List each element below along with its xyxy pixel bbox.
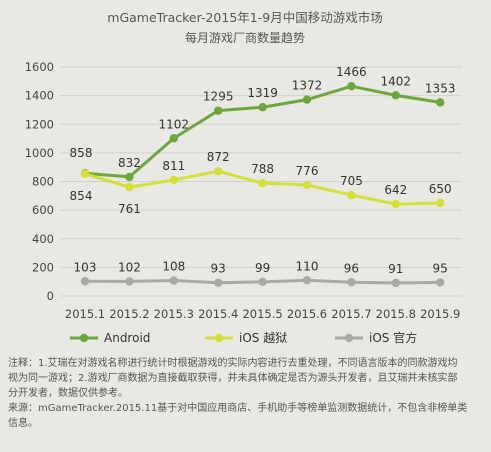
data-label-1-8: 650 [429,182,452,196]
data-point-0-8 [436,98,445,107]
data-point-2-8 [436,278,445,287]
y-tick-label-1600: 1600 [25,60,54,74]
note-line-3: 分开发者，数据仅供参考。 [8,388,128,399]
data-label-2-7: 91 [388,262,403,276]
data-label-0-4: 1319 [247,86,278,100]
data-label-0-0: 858 [70,146,93,160]
x-tick-label-2015.7: 2015.7 [331,307,371,321]
data-label-1-6: 705 [340,174,363,188]
data-point-1-5 [302,180,312,190]
data-point-1-8 [436,198,445,208]
source-line-1: 来源：mGameTracker.2015.11基于对中国应用商店、手机助手等榜单… [8,403,468,414]
notes-block: 注释：1.艾瑞在对游戏名称进行统计时根据游戏的实际内容进行去重处理，不同语言版本… [8,356,484,431]
y-tick-label-0: 0 [47,289,54,303]
data-label-2-8: 95 [433,261,448,275]
x-tick-label-2015.5: 2015.5 [242,307,282,321]
data-point-1-2 [169,175,178,185]
data-point-0-2 [169,134,178,143]
data-point-2-2 [169,276,178,285]
y-tick-label-1200: 1200 [25,117,54,131]
chart-title: mGameTracker-2015年1-9月中国移动游戏市场 [107,10,382,25]
source-line-2: 信息。 [8,418,38,429]
data-label-1-1: 761 [118,202,141,216]
data-label-0-1: 832 [118,156,141,170]
data-label-1-0: 854 [70,189,93,203]
data-point-1-4 [258,179,267,188]
x-tick-label-2015.8: 2015.8 [376,307,416,321]
data-label-1-7: 642 [384,183,407,197]
chart-subtitle: 每月游戏厂商数量趋势 [185,30,305,45]
data-label-0-7: 1402 [381,74,412,88]
note-line-1: 注释：1.艾瑞在对游戏名称进行统计时根据游戏的实际内容进行去重处理，不同语言版本… [8,358,458,369]
note-line-2: 视为同一游戏；2.游戏厂商数据为直接截取获得，并未具体确定是否为源头开发者，且艾… [8,373,458,384]
y-tick-label-200: 200 [32,260,54,274]
data-label-1-2: 811 [162,159,185,173]
data-point-2-5 [302,276,312,285]
legend-marker-2 [344,333,354,343]
data-point-2-1 [125,277,134,286]
legend-marker-0 [79,333,89,343]
data-point-1-1 [125,182,134,192]
data-point-2-3 [214,278,223,287]
data-point-1-3 [214,166,223,176]
data-point-0-6 [347,81,356,91]
y-tick-label-1400: 1400 [25,89,54,103]
data-label-1-4: 788 [251,162,274,176]
legend-label-1: iOS 越狱 [239,331,287,345]
data-point-0-4 [258,103,267,112]
data-point-1-6 [347,190,356,200]
data-label-2-3: 93 [211,262,226,276]
data-point-2-7 [391,278,400,288]
y-tick-label-1000: 1000 [25,146,54,160]
data-label-2-5: 110 [296,259,319,273]
y-tick-label-800: 800 [32,175,54,189]
data-label-1-3: 872 [207,150,230,164]
data-point-0-3 [214,106,223,115]
x-tick-label-2015.3: 2015.3 [154,307,194,321]
legend-label-2: iOS 官方 [369,330,417,345]
legend-label-0: Android [104,331,150,345]
data-point-0-1 [125,172,134,182]
y-tick-label-400: 400 [32,232,54,246]
data-label-0-2: 1102 [159,117,190,131]
data-point-2-0 [80,277,90,286]
data-point-0-5 [302,95,312,104]
x-tick-label-2015.2: 2015.2 [109,307,149,321]
data-point-2-6 [347,278,356,287]
data-point-0-7 [391,91,400,100]
x-tick-label-2015.1: 2015.1 [65,307,105,321]
x-tick-label-2015.4: 2015.4 [198,307,238,321]
data-label-2-2: 108 [162,260,185,274]
data-point-1-7 [391,199,400,209]
data-label-2-1: 102 [118,260,141,274]
line-chart: mGameTracker-2015年1-9月中国移动游戏市场每月游戏厂商数量趋势… [25,10,462,345]
data-point-2-4 [258,277,267,287]
data-label-0-3: 1295 [203,90,234,104]
data-label-0-8: 1353 [425,81,456,95]
data-point-1-0 [80,169,90,178]
legend-marker-1 [214,333,224,343]
data-label-2-6: 96 [344,261,359,275]
data-label-2-4: 99 [255,261,270,275]
x-tick-label-2015.9: 2015.9 [420,307,460,321]
data-label-2-0: 103 [74,260,97,274]
x-tick-label-2015.6: 2015.6 [287,307,327,321]
data-label-1-5: 776 [296,164,319,178]
data-label-0-5: 1372 [292,79,323,93]
data-label-0-6: 1466 [336,65,367,79]
y-tick-label-600: 600 [32,203,54,217]
